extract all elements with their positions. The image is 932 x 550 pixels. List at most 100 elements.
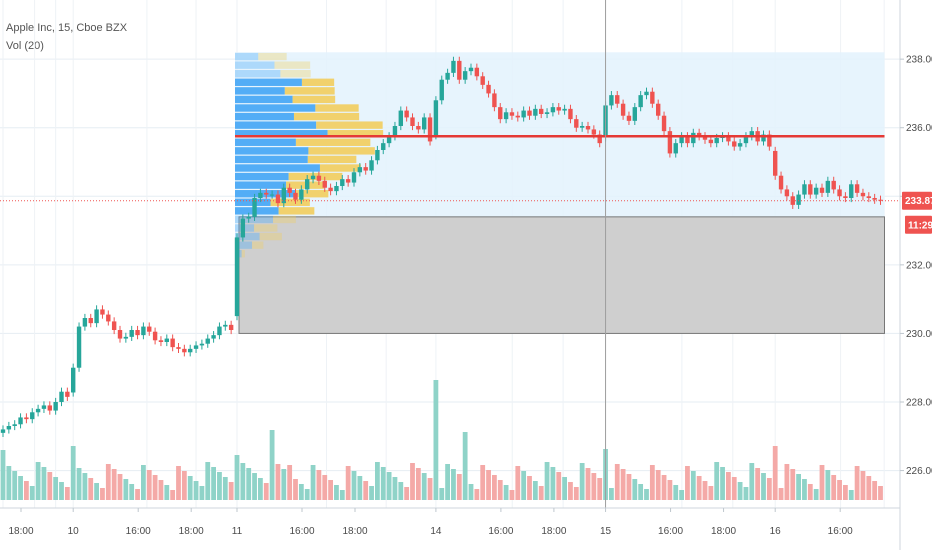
volume-bar-up (690, 471, 696, 500)
time-tick-label: 16:00 (126, 526, 151, 537)
candle-up (609, 95, 614, 106)
volume-bar-up (357, 476, 363, 500)
candle-down (860, 192, 866, 197)
volume-profile-down-bar (319, 164, 361, 172)
volume-bar-up (211, 467, 216, 500)
volume-bar-down (135, 489, 140, 500)
volume-bar-up (743, 487, 749, 500)
candle-up (632, 107, 637, 121)
candle-down (111, 321, 117, 330)
volume-profile-up-bar (235, 121, 317, 129)
chart-overlays (0, 0, 900, 508)
volume-bar-down (843, 485, 848, 500)
volume-bar-up (141, 465, 146, 500)
candle-up (679, 136, 684, 144)
volume-bar-down (661, 475, 667, 500)
volume-bar-down (322, 475, 328, 500)
volume-bar-down (170, 490, 176, 500)
candle-down (416, 126, 421, 130)
price-tick-label: 226.00 (906, 466, 932, 477)
candle-down (808, 184, 813, 195)
volume-bar-down (152, 475, 158, 500)
volume-profile-down-bar (252, 241, 264, 249)
volume-bar-up (392, 477, 398, 500)
volume-profile-up-bar (235, 130, 328, 138)
volume-profile-up-bar (235, 232, 260, 241)
candle-up (246, 216, 251, 219)
candle-down (626, 115, 632, 121)
volume-bar-up (53, 477, 59, 500)
volume-bar-up (503, 485, 509, 500)
time-tick-label: 11 (232, 526, 243, 537)
candle-down (287, 187, 292, 193)
candle-down (293, 192, 298, 200)
candle-up (164, 338, 169, 342)
candle-up (743, 136, 749, 144)
candle-down (732, 141, 737, 147)
candle-down (457, 60, 462, 80)
candle-up (825, 180, 831, 193)
volume-profile-down-bar (327, 130, 384, 138)
volume-bar-up (439, 488, 445, 500)
candle-up (71, 367, 76, 393)
volume-profile-up-bar (235, 181, 287, 189)
chart-symbol-title[interactable]: Apple Inc, 15, Cboe BZX (6, 22, 128, 34)
candle-down (661, 115, 667, 132)
volume-bar-up (521, 471, 527, 500)
volume-bar-up (714, 462, 720, 500)
volume-bar-up (532, 481, 538, 500)
countdown-value: 11:29 (908, 221, 932, 232)
candle-down (843, 196, 848, 198)
volume-bar-up (0, 450, 6, 500)
price-tick-label: 238.00 (906, 55, 932, 66)
candle-up (422, 117, 427, 130)
volume-bar-down (778, 488, 784, 500)
volume-bar-down (263, 483, 269, 500)
volume-bar-up (380, 467, 386, 500)
candle-up (673, 143, 678, 154)
volume-profile-down-bar (316, 121, 383, 129)
candle-up (0, 429, 6, 433)
candle-up (223, 324, 228, 327)
volume-bar-down (854, 466, 860, 500)
candle-down (539, 108, 544, 114)
candle-up (503, 112, 509, 120)
candle-up (18, 417, 23, 425)
candle-down (784, 189, 790, 197)
candle-down (620, 103, 626, 116)
candle-up (638, 95, 643, 108)
candle-up (714, 138, 719, 144)
candle-up (258, 192, 263, 198)
candle-down (515, 115, 520, 118)
candle-up (381, 143, 386, 150)
volume-bar-up (796, 474, 801, 500)
volume-bar-up (679, 490, 684, 500)
volume-bar-up (609, 488, 614, 500)
volume-bar-down (655, 470, 661, 500)
volume-profile-down-bar (284, 87, 335, 95)
candle-down (574, 119, 579, 128)
candle-down (650, 91, 655, 104)
candle-down (328, 187, 333, 192)
volume-bar-up (761, 473, 766, 500)
volume-bar-down (556, 472, 562, 500)
candle-up (439, 79, 444, 101)
candle-up (59, 391, 64, 402)
volume-bar-down (790, 469, 796, 500)
candle-up (199, 343, 205, 346)
candle-up (398, 110, 403, 126)
candle-down (568, 108, 573, 120)
candle-down (170, 338, 175, 348)
candle-down (486, 84, 491, 94)
candle-down (65, 391, 70, 397)
volume-bar-down (474, 489, 480, 500)
candle-down (585, 126, 591, 130)
candle-up (234, 237, 240, 317)
candle-up (386, 136, 392, 144)
candle-up (849, 184, 854, 198)
candle-up (802, 184, 807, 195)
candle-up (813, 187, 819, 195)
candle-up (35, 408, 41, 413)
volume-profile-up-bar (235, 52, 259, 61)
